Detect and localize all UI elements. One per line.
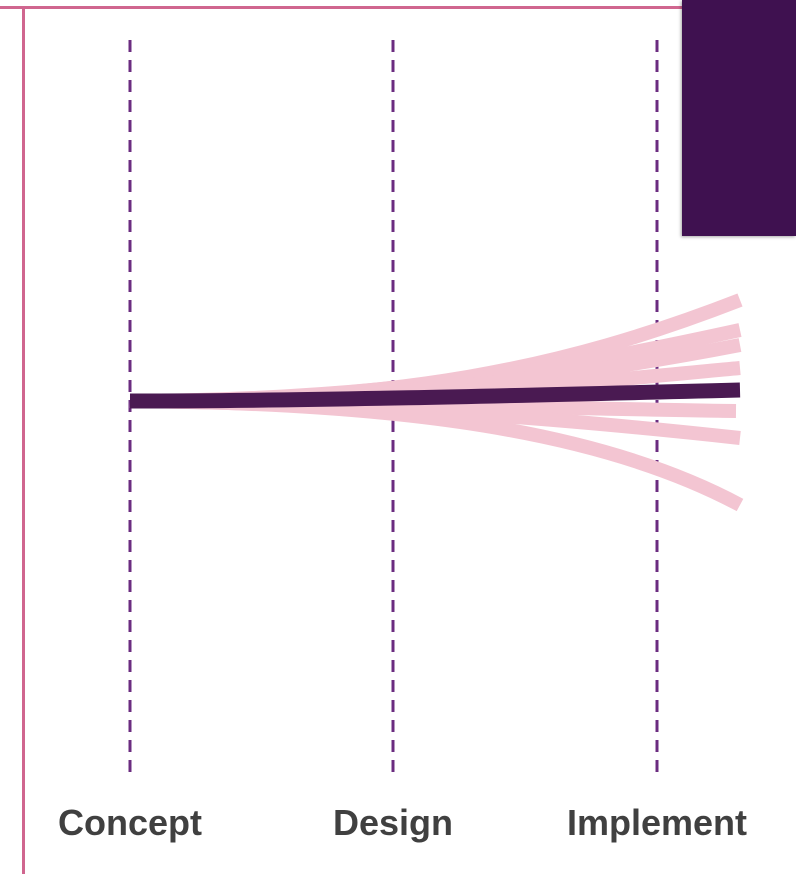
phase-label-implement: Implement [566, 802, 748, 843]
main-path [129, 382, 741, 409]
frame-left-border [22, 6, 25, 874]
phase-label-concept: Concept [58, 802, 202, 843]
alternative-path-6 [129, 394, 744, 512]
dark-accent-block [682, 0, 796, 236]
frame-top-border [0, 6, 796, 9]
phase-label-design: Design [332, 802, 454, 843]
